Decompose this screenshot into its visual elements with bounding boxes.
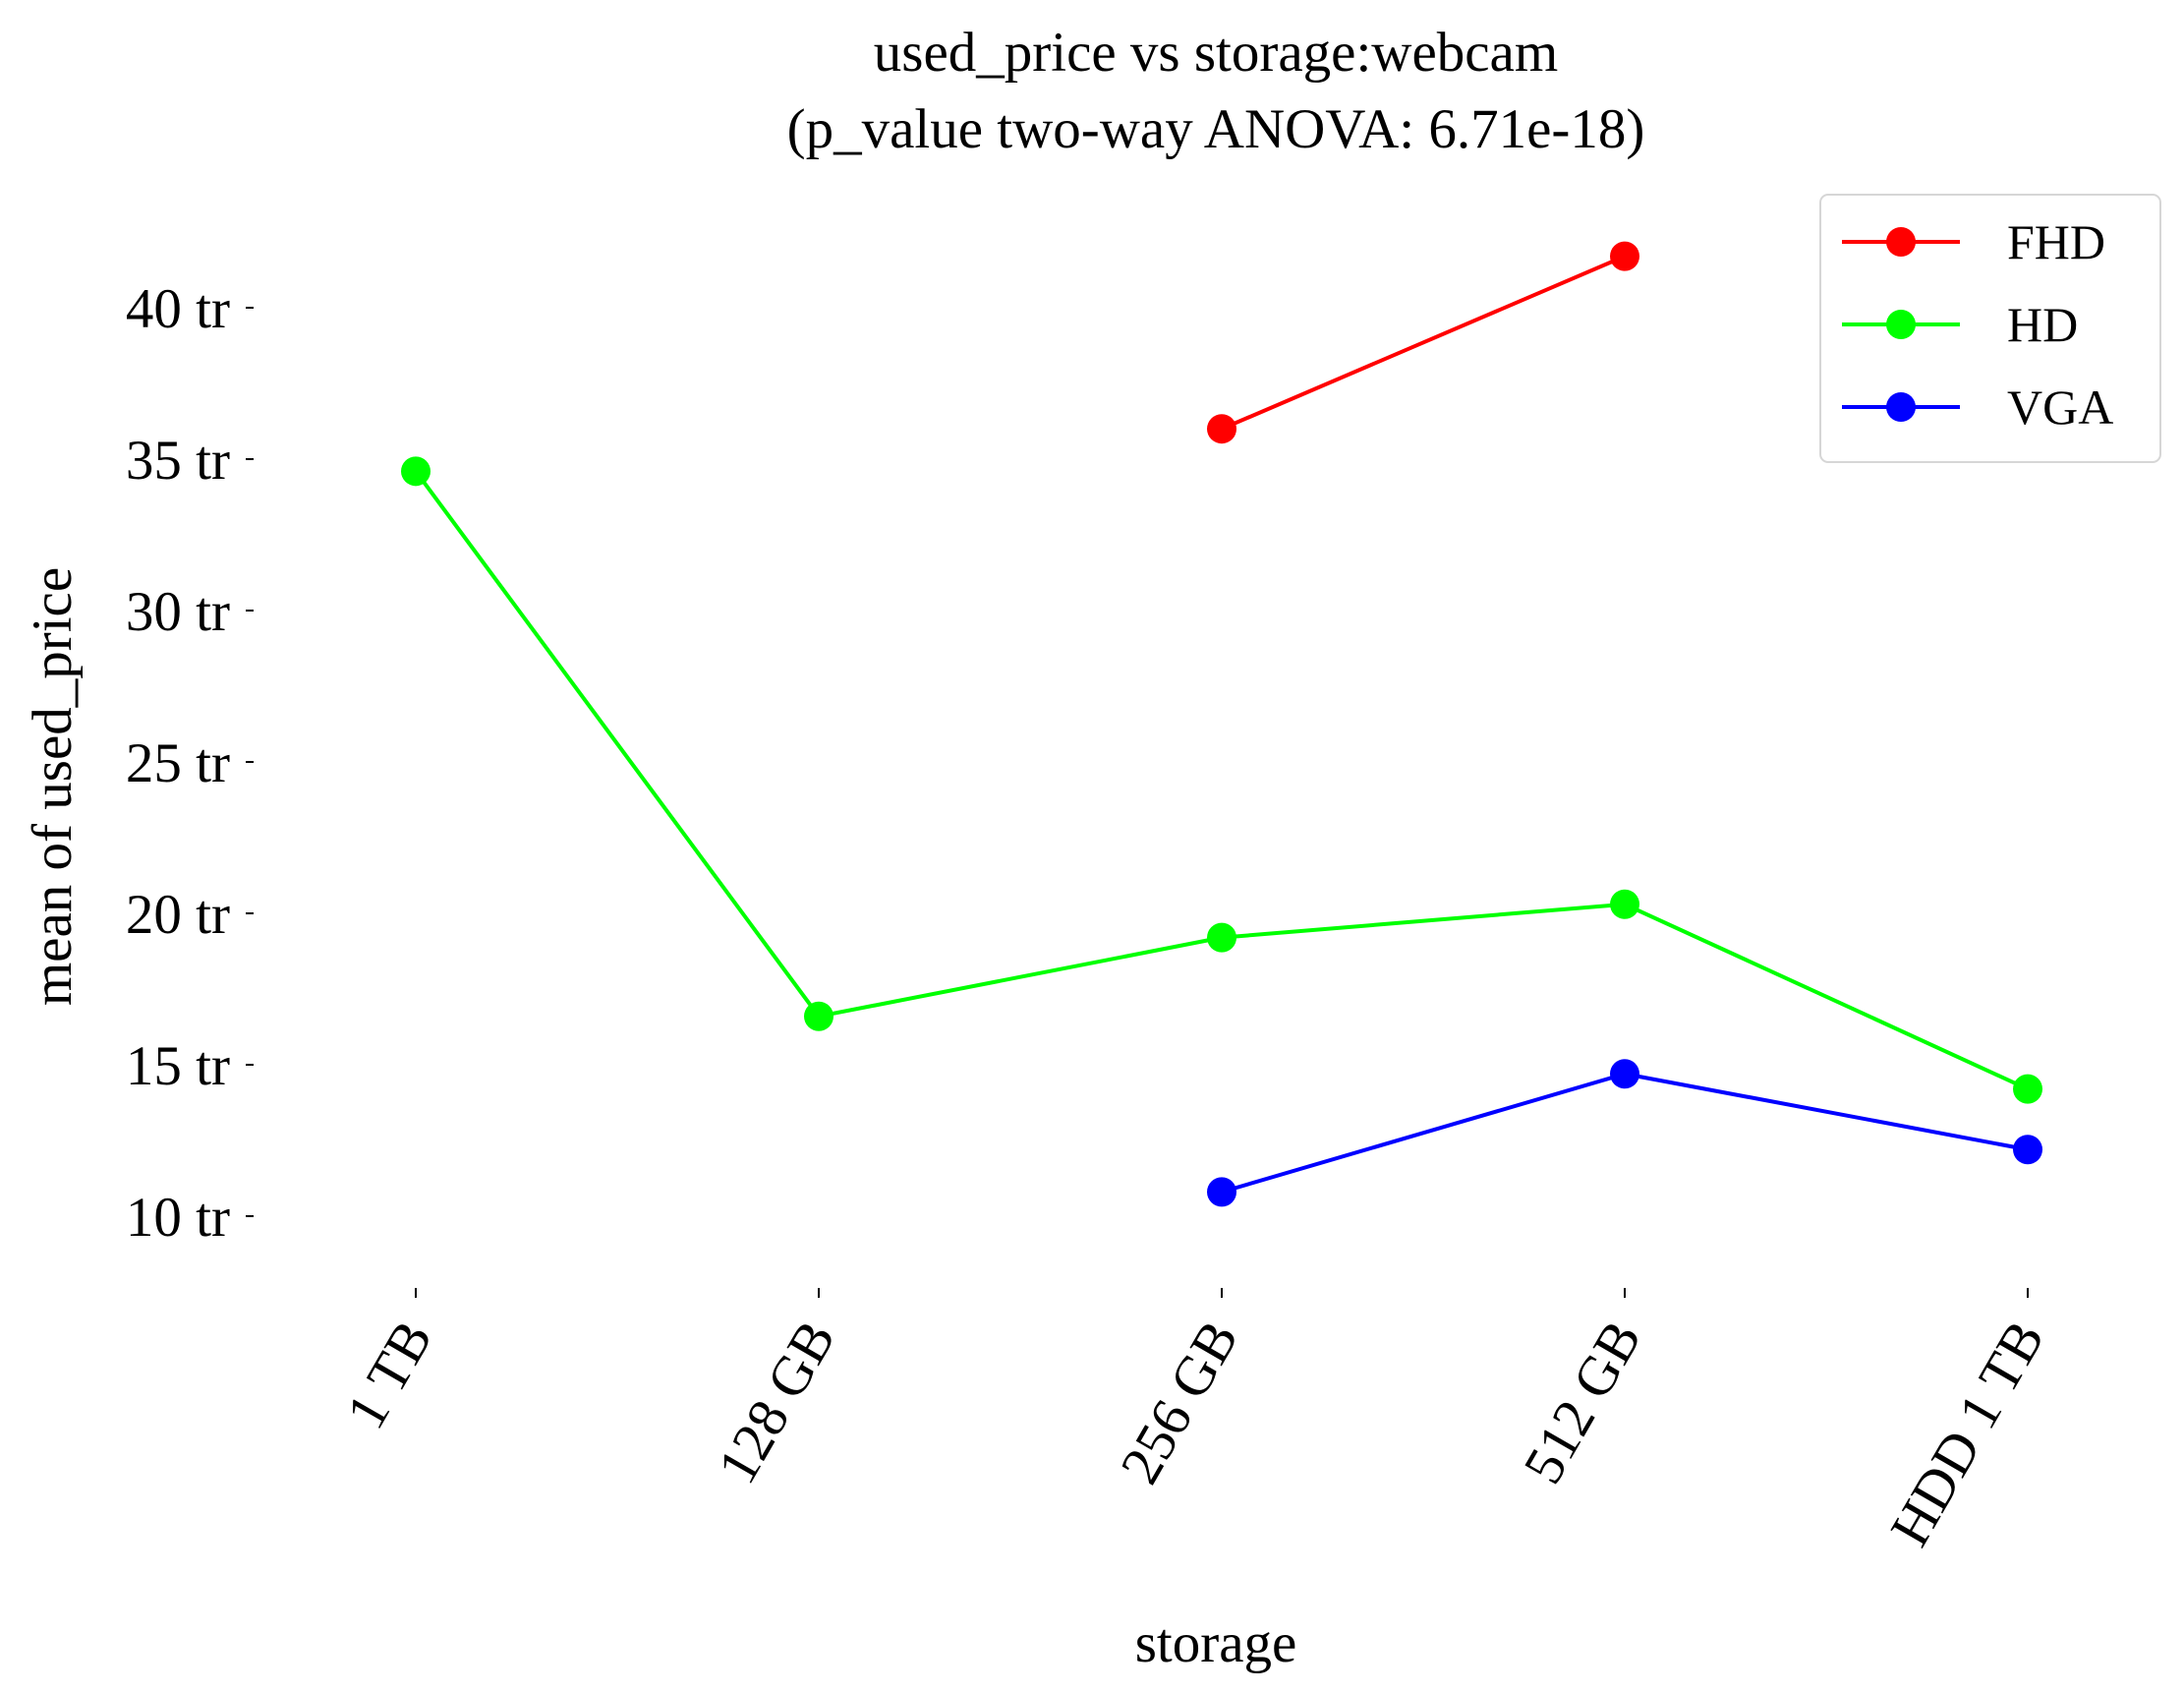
series-line-segment (1221, 1072, 1626, 1195)
legend-marker (1886, 392, 1916, 422)
y-tick-label: 10 tr (126, 1187, 230, 1249)
y-tick-label: 40 tr (126, 278, 230, 340)
y-axis-label: mean of used_price (22, 567, 84, 1006)
data-point (2013, 1135, 2042, 1165)
legend: FHD HD VGA (1819, 194, 2161, 463)
legend-marker (1886, 227, 1916, 257)
series-hd (401, 456, 2042, 1104)
legend-label: HD (2007, 297, 2078, 352)
y-tick-label: 20 tr (126, 884, 230, 946)
chart-subtitle: (p_value two-way ANOVA: 6.71e-18) (787, 98, 1645, 160)
legend-label: FHD (2007, 214, 2105, 269)
series-line-segment (414, 470, 821, 1018)
series-line-segment (1221, 902, 1626, 940)
y-tick-label: 35 tr (126, 430, 230, 492)
series-fhd (1207, 241, 1639, 444)
x-tick-label: 512 GB (1512, 1311, 1653, 1493)
legend-label: VGA (2007, 379, 2113, 435)
data-point (1610, 241, 1639, 271)
x-axis-label: storage (1135, 1612, 1297, 1674)
series-line-segment (818, 935, 1223, 1019)
y-tick-label: 15 tr (126, 1035, 230, 1097)
series-line-segment (1624, 1072, 2029, 1152)
plot-area: 10 tr 15 tr 20 tr 25 tr 30 tr 35 tr 40 tr 1 TB 1… (126, 241, 2057, 1556)
x-tick-label: HDD 1 TB (1879, 1311, 2057, 1556)
data-point (1207, 414, 1236, 444)
chart-title: used_price vs storage:webcam (874, 22, 1558, 84)
series-line-segment (1221, 254, 1626, 432)
data-point (401, 456, 431, 487)
legend-marker (1886, 310, 1916, 339)
y-tick-label: 25 tr (126, 732, 230, 794)
x-tick-label: 256 GB (1109, 1311, 1250, 1493)
data-point (804, 1001, 833, 1031)
data-point (1207, 1177, 1236, 1207)
data-point (2013, 1074, 2042, 1104)
data-point (1610, 889, 1639, 919)
x-tick-label: 1 TB (334, 1311, 444, 1439)
series-vga (1207, 1059, 2042, 1207)
data-point (1610, 1059, 1639, 1089)
x-tick-label: 128 GB (706, 1311, 847, 1493)
series-line-segment (1624, 902, 2029, 1091)
y-tick-label: 30 tr (126, 581, 230, 643)
data-point (1207, 922, 1236, 953)
